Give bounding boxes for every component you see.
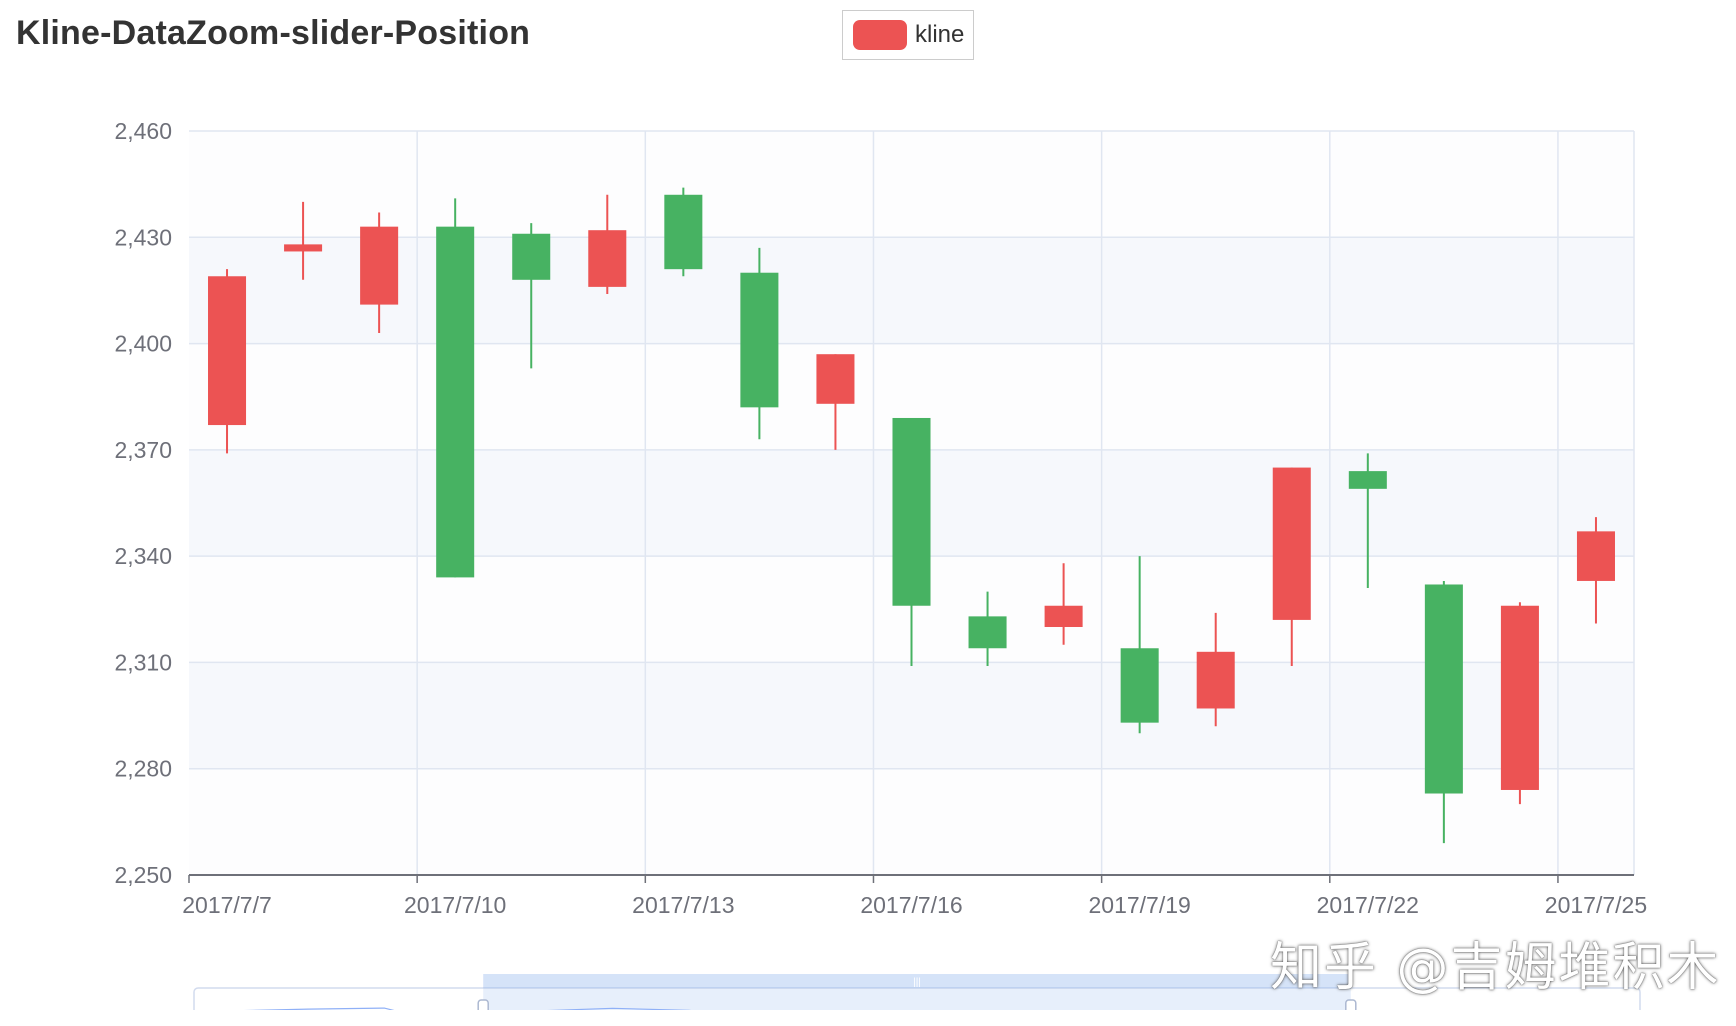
y-tick-label: 2,370: [114, 437, 172, 463]
candle-body: [1120, 648, 1159, 723]
datazoom-slider: |||: [0, 974, 1736, 1026]
candle: [588, 194, 627, 294]
candles: [208, 187, 1615, 844]
candle-body: [360, 226, 399, 305]
candle: [1196, 612, 1235, 727]
candle-body: [816, 354, 855, 404]
split-area-band: [189, 662, 1634, 769]
split-area-band: [189, 131, 1634, 238]
candle: [1500, 602, 1539, 805]
candle: [1120, 556, 1159, 734]
candle: [968, 591, 1007, 666]
candle: [1576, 517, 1615, 624]
axes: 2,250 2,280 2,310 2,340 2,370 2,400 2,430 2,460…: [114, 118, 1647, 918]
candle: [816, 354, 855, 450]
candle-body: [1576, 531, 1615, 581]
x-tick-label: 2017/7/16: [860, 892, 962, 918]
candle-body: [740, 272, 779, 408]
split-area-band: [189, 237, 1634, 344]
legend-swatch: [853, 20, 907, 50]
candle: [512, 223, 551, 369]
y-tick-label: 2,430: [114, 224, 172, 250]
candle-body: [892, 417, 931, 606]
gridlines: [189, 130, 1635, 876]
candle: [208, 269, 247, 454]
candle-body: [436, 226, 475, 578]
candle: [436, 198, 475, 578]
chart-title: Kline-DataZoom-slider-Position: [16, 14, 531, 52]
candle-body: [1196, 651, 1235, 709]
y-tick-label: 2,340: [114, 543, 172, 569]
y-tick-label: 2,460: [114, 118, 172, 144]
x-tick-label: 2017/7/7: [182, 892, 272, 918]
candle: [1272, 467, 1311, 666]
candle-body: [208, 276, 247, 426]
candle: [1044, 563, 1083, 645]
candle-body: [1424, 584, 1463, 794]
candle: [740, 247, 779, 440]
candle-body: [512, 233, 551, 280]
candle: [284, 201, 323, 280]
legend-label: kline: [915, 21, 965, 48]
candle-body: [588, 230, 627, 287]
y-tick-label: 2,250: [114, 862, 172, 888]
candle: [892, 417, 931, 666]
candle: [664, 187, 703, 277]
legend-item-kline[interactable]: kline: [842, 10, 974, 60]
x-tick-label: 2017/7/13: [632, 892, 734, 918]
x-tick-label: 2017/7/10: [404, 892, 506, 918]
datazoom-move-handle[interactable]: [483, 974, 1351, 988]
candle-body: [664, 194, 703, 270]
candle: [1348, 453, 1387, 589]
x-tick-label: 2017/7/19: [1088, 892, 1190, 918]
candle-body: [968, 616, 1007, 649]
candle: [360, 212, 399, 333]
x-tick-label: 2017/7/25: [1545, 892, 1647, 918]
candle-body: [284, 244, 323, 252]
watermark: 知乎 @吉姆堆积木: [1270, 938, 1721, 998]
candle-body: [1044, 605, 1083, 627]
x-tick-label: 2017/7/22: [1317, 892, 1419, 918]
candle-body: [1272, 467, 1311, 620]
bottom-crop: [0, 1010, 1736, 1026]
candle-body: [1348, 471, 1387, 489]
candle: [1424, 580, 1463, 844]
y-tick-label: 2,400: [114, 331, 172, 357]
candle-body: [1500, 605, 1539, 790]
y-tick-label: 2,310: [114, 649, 172, 675]
split-area-band: [189, 768, 1634, 875]
datazoom-grip-icon: |||: [913, 977, 921, 988]
y-tick-label: 2,280: [114, 756, 172, 782]
